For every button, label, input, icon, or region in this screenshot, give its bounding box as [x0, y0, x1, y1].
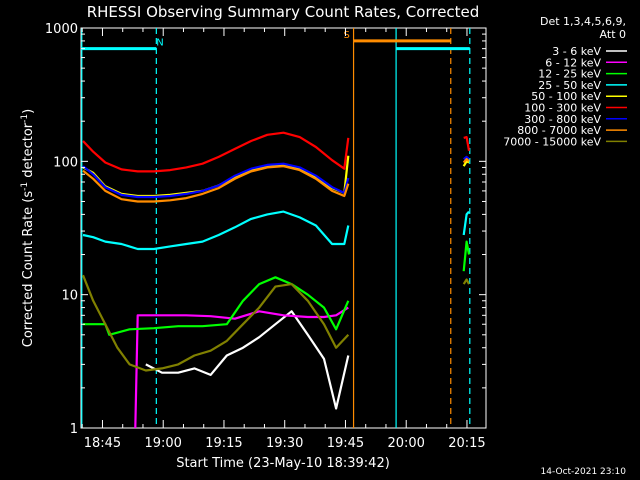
footer-date: 14-Oct-2021 23:10: [541, 467, 627, 477]
flag-label: N: [156, 38, 163, 49]
series-line: [81, 274, 350, 372]
y-tick-label: 10: [61, 289, 78, 304]
series-line: [145, 310, 350, 410]
series-line: [82, 162, 350, 199]
y-axis-label: Corrected Count Rate (s-1 detector-1): [20, 109, 36, 347]
series-line: [462, 240, 471, 272]
chart-title: RHESSI Observing Summary Count Rates, Co…: [87, 3, 480, 21]
x-tick-label: 19:45: [327, 436, 364, 451]
legend-label: 800 - 7000 keV: [517, 124, 601, 137]
series-line: [463, 136, 471, 151]
y-tick-label: 1000: [45, 22, 78, 37]
plot-frame: [80, 27, 487, 429]
x-tick-label: 18:45: [84, 436, 121, 451]
series-line: [462, 160, 470, 167]
axes-layer: 1 10 100 1000 18:45 19:00 19:15 19:30 19:45 20:00…: [45, 22, 486, 451]
plot-border: [80, 27, 487, 429]
series-line: [463, 155, 470, 160]
x-tick-label: 19:30: [266, 436, 303, 451]
x-tick-label: 20:00: [387, 436, 424, 451]
legend-label: 6 - 12 keV: [545, 56, 601, 69]
series-line: [462, 210, 470, 236]
flags-layer: NS: [81, 28, 471, 428]
legend-label: 300 - 800 keV: [524, 113, 601, 126]
series-line: [82, 210, 350, 251]
legend-header-line1: Det 1,3,4,5,6,9,: [540, 15, 626, 28]
series-line: [462, 158, 470, 164]
series-line: [82, 165, 350, 203]
legend-label: 25 - 50 keV: [538, 79, 601, 92]
y-tick-label: 1: [70, 422, 78, 437]
legend-label: 50 - 100 keV: [531, 90, 601, 103]
x-tick-label: 19:15: [205, 436, 242, 451]
series-line: [83, 276, 350, 336]
series-line: [462, 278, 470, 285]
legend-header-line2: Att 0: [600, 28, 626, 41]
legend-label: 100 - 300 keV: [524, 102, 601, 115]
x-tick-label: 19:00: [144, 436, 181, 451]
series-layer: [81, 131, 471, 429]
flag-label: S: [344, 30, 350, 41]
legend-label: 7000 - 15000 keV: [503, 135, 601, 148]
legend-label: 12 - 25 keV: [538, 68, 601, 81]
series-line: [82, 131, 350, 173]
x-tick-label: 20:15: [448, 436, 485, 451]
y-tick-label: 100: [53, 155, 78, 170]
series-line: [134, 306, 349, 429]
x-axis-label: Start Time (23-May-10 18:39:42): [176, 456, 390, 471]
legend-label: 3 - 6 keV: [552, 45, 601, 58]
